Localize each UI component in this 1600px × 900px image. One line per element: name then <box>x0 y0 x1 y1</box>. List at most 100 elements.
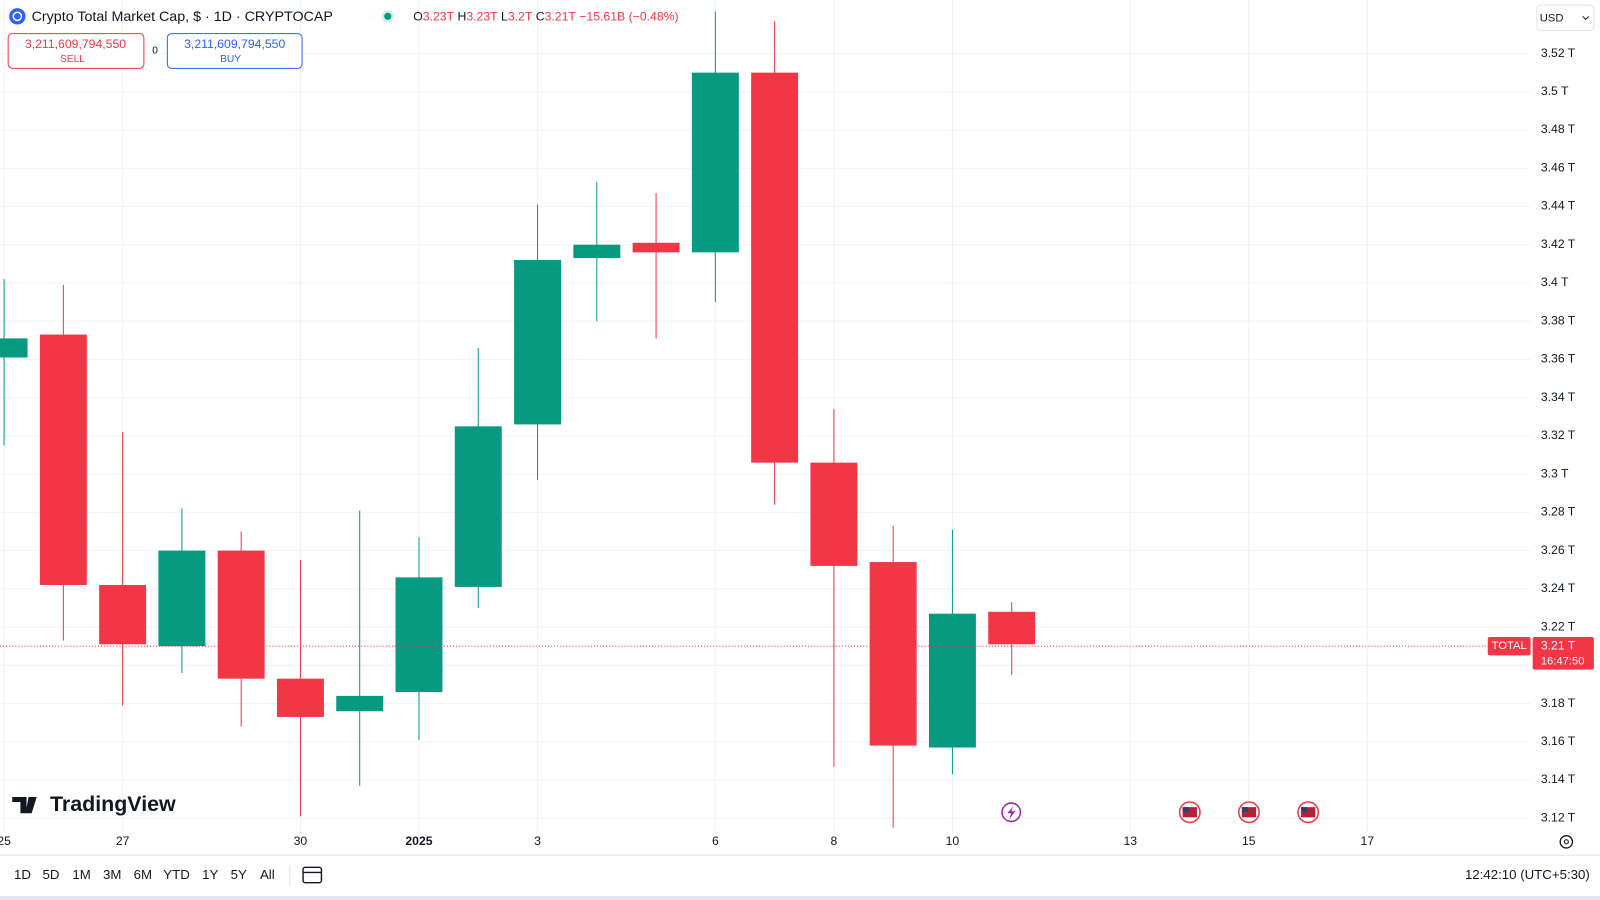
plot-area <box>0 11 1531 828</box>
y-tick-label: 3.14 T <box>1541 772 1576 786</box>
logo-text: TradingView <box>50 792 176 816</box>
sell-button[interactable] <box>7 33 145 69</box>
x-tick-label: 30 <box>294 834 308 848</box>
flag <box>1182 807 1197 818</box>
sell-label: SELL <box>60 54 85 65</box>
range-button[interactable]: 5Y <box>231 867 247 882</box>
ohlc-value: 3.21T <box>545 10 577 24</box>
ohlc-value: 3.23T <box>466 10 498 24</box>
y-tick-label: 3.24 T <box>1541 581 1576 595</box>
x-tick-label: 10 <box>946 834 960 848</box>
buy-price: 3,211,609,794,550 <box>184 37 285 51</box>
x-tick-label: 15 <box>1242 834 1256 848</box>
y-tick-label: 3.4 T <box>1541 275 1569 289</box>
ohlc-key: O <box>413 10 423 24</box>
candle-body[interactable] <box>928 613 976 748</box>
event-flags <box>1178 801 1320 824</box>
toolbar: 12:42:10 (UTC+5:30) 1D 5D 1M 3M 6M YTD 1Y 5Y All <box>0 865 1600 900</box>
y-tick-label: 3.22 T <box>1541 619 1576 633</box>
candle-body[interactable] <box>514 260 562 425</box>
candle-body[interactable] <box>988 611 1036 645</box>
candle-body[interactable] <box>99 585 147 645</box>
candle-body[interactable] <box>395 577 443 693</box>
x-tick-label: 17 <box>1361 834 1375 848</box>
candle-body[interactable] <box>0 338 28 358</box>
y-tick-label: 3.38 T <box>1541 313 1576 327</box>
range-button[interactable]: 5D <box>43 867 60 882</box>
ohlc-key: L <box>501 10 508 24</box>
candle-body[interactable] <box>454 426 502 587</box>
ohlc-value: 3.23T <box>423 10 455 24</box>
y-tick-label: 3.3 T <box>1541 466 1569 480</box>
range-button[interactable]: YTD <box>163 867 190 882</box>
range-button[interactable]: 1Y <box>202 867 218 882</box>
event-lightning <box>1007 806 1016 820</box>
ohlc-key: C <box>536 10 545 24</box>
price-tag-bg <box>1532 637 1594 670</box>
y-tick-label: 3.16 T <box>1541 734 1576 748</box>
y-tick-label: 3.52 T <box>1541 46 1576 60</box>
y-tick-label: 3.5 T <box>1541 84 1569 98</box>
flag <box>1241 807 1257 818</box>
candle-body[interactable] <box>39 334 87 586</box>
y-tick-label: 3.48 T <box>1541 122 1576 136</box>
symbol-tag-bg <box>1487 637 1531 656</box>
candle-body[interactable] <box>869 562 917 746</box>
ohlc-value: 3.2T <box>508 10 533 24</box>
calendar-icon[interactable] <box>302 866 323 884</box>
currency: USD <box>1540 12 1564 24</box>
x-axis: 25 27 30 2025 3 6 8 10 13 15 17 <box>0 834 1374 848</box>
range-button[interactable]: 1D <box>14 867 31 882</box>
price-tag: TOTAL 3.21 T 16:47:50 <box>1487 637 1594 670</box>
symbol-icon <box>9 8 26 25</box>
x-tick-label: 25 <box>0 834 11 848</box>
currency-button[interactable] <box>1536 4 1595 32</box>
candle-body[interactable] <box>573 244 621 259</box>
y-tick-label: 3.46 T <box>1541 160 1576 174</box>
buy-button[interactable] <box>166 33 303 69</box>
countdown: 16:47:50 <box>1541 655 1585 667</box>
spread: 0 <box>152 46 158 57</box>
symbol-title[interactable]: Crypto Total Market Cap, $ · 1D · CRYPTO… <box>32 9 333 25</box>
range-button[interactable]: 6M <box>134 867 152 882</box>
symbol-tag: TOTAL <box>1492 640 1527 652</box>
flag <box>1301 807 1316 818</box>
change: −15.61B (−0.48%) <box>579 10 678 24</box>
candle-body[interactable] <box>810 462 858 566</box>
candle-body[interactable] <box>158 550 206 647</box>
settings-icon[interactable] <box>1559 835 1574 849</box>
y-tick-label: 3.34 T <box>1541 390 1576 404</box>
logo-mark <box>12 796 37 814</box>
logo: TradingView <box>12 792 176 816</box>
buy-label: BUY <box>220 54 241 65</box>
y-tick-label: 3.32 T <box>1541 428 1576 442</box>
x-tick-label: 27 <box>116 834 130 848</box>
ohlc-key: H <box>457 10 466 24</box>
clock: 12:42:10 (UTC+5:30) <box>1465 867 1590 882</box>
y-tick-label: 3.12 T <box>1541 810 1576 824</box>
ohlc: O3.23T H3.23T L3.2T C3.21T −15.61B (−0.4… <box>413 10 678 24</box>
bottom-strip <box>0 895 1600 900</box>
flag-canton <box>1301 807 1308 813</box>
y-tick-label: 3.28 T <box>1541 505 1576 519</box>
x-tick-label: 13 <box>1123 834 1137 848</box>
y-tick-label: 3.42 T <box>1541 237 1576 251</box>
range-button[interactable]: 3M <box>103 867 121 882</box>
flag-canton <box>1182 807 1189 813</box>
candle-body[interactable] <box>751 72 799 463</box>
range-button[interactable]: All <box>260 867 275 882</box>
candle-body[interactable] <box>336 695 384 712</box>
candle-body[interactable] <box>276 678 324 717</box>
x-tick-label: 3 <box>534 834 541 848</box>
candle-body[interactable] <box>217 550 265 679</box>
time-scale <box>0 831 1600 856</box>
range-button[interactable]: 1M <box>72 867 90 882</box>
candle-body[interactable] <box>632 242 680 253</box>
currency-caret <box>1582 15 1590 21</box>
settings-icon-dot <box>1563 839 1569 845</box>
trade-buttons: 3,211,609,794,550 SELL 0 3,211,609,794,5… <box>7 33 303 69</box>
candle-body[interactable] <box>691 72 739 253</box>
legend-header: Crypto Total Market Cap, $ · 1D · CRYPTO… <box>9 4 1595 32</box>
